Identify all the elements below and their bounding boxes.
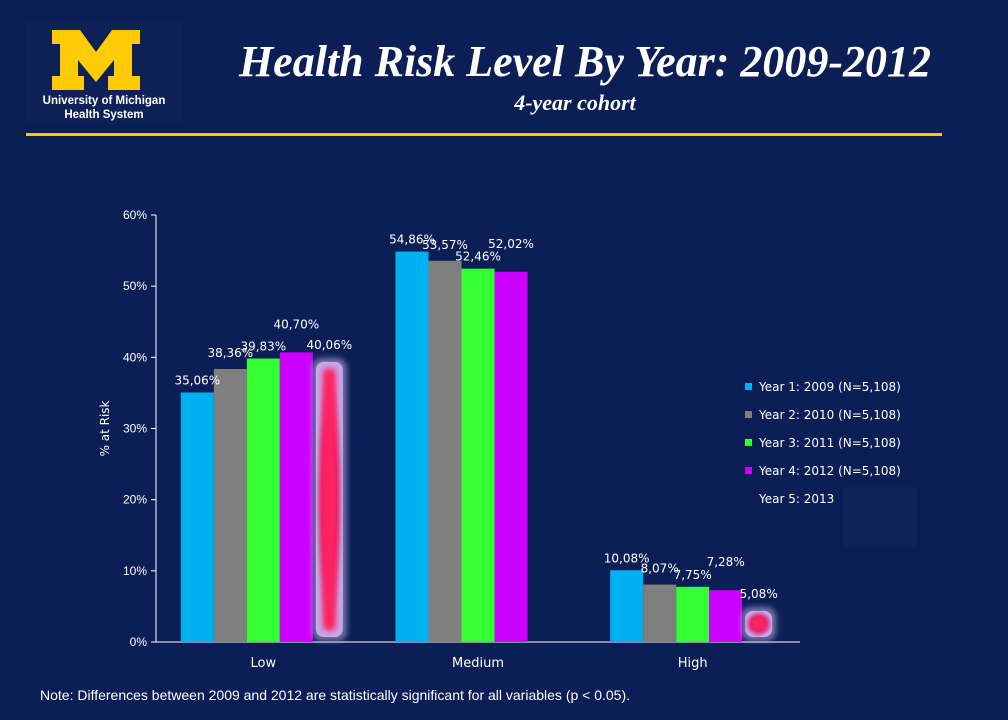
y-tick-label: 0% [130,635,148,649]
bar [428,260,462,642]
data-label: 39,83% [240,340,286,354]
data-label: 54,86% [389,233,435,247]
page-subtitle: 4-year cohort [514,90,636,115]
bar-core [322,368,336,630]
data-label: 53,57% [422,238,468,252]
legend-label: Year 4: 2012 (N=5,108) [758,464,901,478]
y-tick-label: 30% [123,422,147,436]
footnote: Note: Differences between 2009 and 2012 … [40,687,631,703]
bar [709,590,743,642]
bar [676,586,710,642]
y-tick-label: 60% [123,208,147,222]
bar [246,358,280,642]
title-divider [26,133,942,136]
legend-label: Year 1: 2009 (N=5,108) [758,380,901,394]
data-label: 8,07% [641,562,679,576]
legend-swatch [745,411,752,418]
legend-swatch [745,467,752,474]
data-label: 7,28% [707,555,745,569]
x-tick-label: Low [251,656,277,671]
bar [213,369,247,642]
page-title: Health Risk Level By Year: 2009-2012 [238,37,932,86]
y-tick-label: 40% [123,350,147,364]
y-tick-label: 50% [123,279,147,293]
legend-label: Year 2: 2010 (N=5,108) [758,408,901,422]
chart-legend: Year 1: 2009 (N=5,108) Year 2: 2010 (N=5,… [745,380,901,506]
bar-core [752,617,766,630]
logo: University of Michigan Health System [26,20,182,124]
data-label: 38,36% [207,346,253,360]
legend-swatch [745,439,752,446]
data-label: 40,70% [273,317,319,331]
legend-swatch [745,383,752,390]
data-label: 7,75% [674,568,712,582]
chart-axes: 0% 10% 20% 30% 40% 50% 60% % at Risk Low Medium Hi… [98,208,800,671]
legend-label: Year 3: 2011 (N=5,108) [758,436,901,450]
y-axis-label: % at Risk [98,400,112,456]
chart-bars [180,251,777,643]
x-tick-label: Medium [452,656,504,671]
data-label: 40,06% [306,338,352,352]
logo-line-1: University of Michigan [42,95,166,107]
bar [180,392,214,642]
bar [643,584,677,642]
y-tick-label: 20% [123,493,147,507]
block-m-logo-icon [52,30,140,90]
legend-placeholder-box [843,487,917,547]
data-label: 52,02% [488,237,534,251]
data-label: 10,08% [604,551,650,565]
legend-label: Year 5: 2013 [758,492,834,506]
x-tick-label: High [678,656,708,671]
chart-data-labels: 35,06% 38,36%39,83% 40,70% 40,06% 54,86%53,5… [174,233,777,601]
logo-line-2: Health System [64,109,144,121]
data-label: 5,08% [740,587,778,601]
bar [494,271,528,642]
bar [461,268,495,642]
data-label: 52,46% [455,250,501,264]
bar [279,352,313,642]
bar [610,570,644,642]
y-tick-label: 10% [123,564,147,578]
bar [395,251,429,643]
data-label: 35,06% [174,373,220,387]
